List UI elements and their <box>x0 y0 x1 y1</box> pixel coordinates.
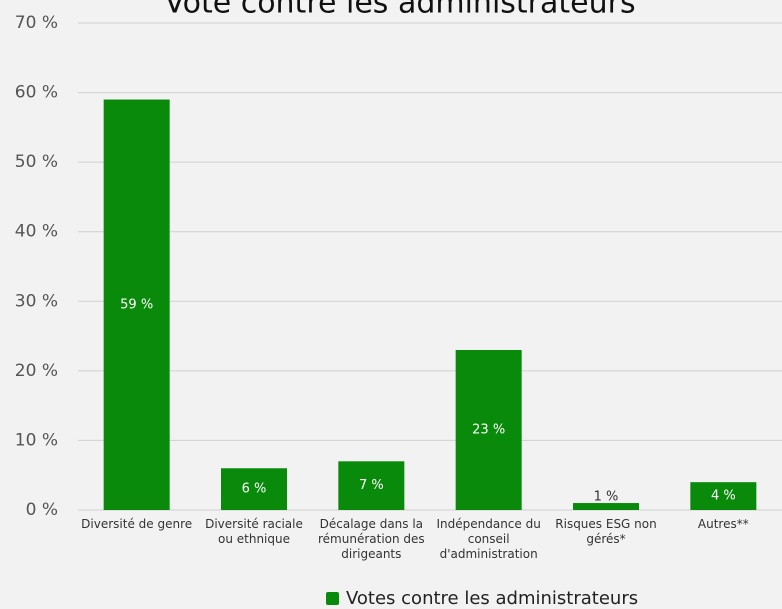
x-tick-label: Risques ESG non gérés* <box>555 517 657 546</box>
data-label: 4 % <box>711 489 736 504</box>
chart-title: Vote contre les administrateurs <box>164 0 635 21</box>
bar <box>103 99 170 511</box>
y-tick-label: 60 % <box>15 83 58 103</box>
legend-swatch <box>326 592 339 605</box>
y-tick-label: 40 % <box>15 222 58 242</box>
bar <box>455 349 522 510</box>
x-tick-label: Décalage dans la rémunération des dirige… <box>317 517 425 561</box>
data-label: 1 % <box>594 490 619 505</box>
data-label: 23 % <box>472 422 505 437</box>
data-label: 7 % <box>359 478 384 493</box>
y-tick-label: 30 % <box>15 291 58 311</box>
x-tick-label: Diversité de genre <box>81 517 193 531</box>
x-tick-label: Diversité raciale ou ethnique <box>205 517 303 546</box>
bar <box>573 503 639 510</box>
y-tick-label: 0 % <box>26 500 58 520</box>
data-label: 6 % <box>242 482 267 497</box>
y-tick-label: 20 % <box>15 361 58 381</box>
bar <box>690 482 757 510</box>
y-tick-label: 10 % <box>15 430 58 450</box>
x-tick-label: Indépendance du conseil d'administration <box>436 517 541 561</box>
x-tick-label: Autres** <box>697 517 749 531</box>
y-tick-label: 50 % <box>15 152 58 172</box>
legend-label: Votes contre les administrateurs <box>346 588 638 609</box>
bar <box>221 468 287 510</box>
bar <box>338 461 405 510</box>
y-tick-label: 70 % <box>15 13 58 33</box>
data-label: 59 % <box>120 297 153 312</box>
